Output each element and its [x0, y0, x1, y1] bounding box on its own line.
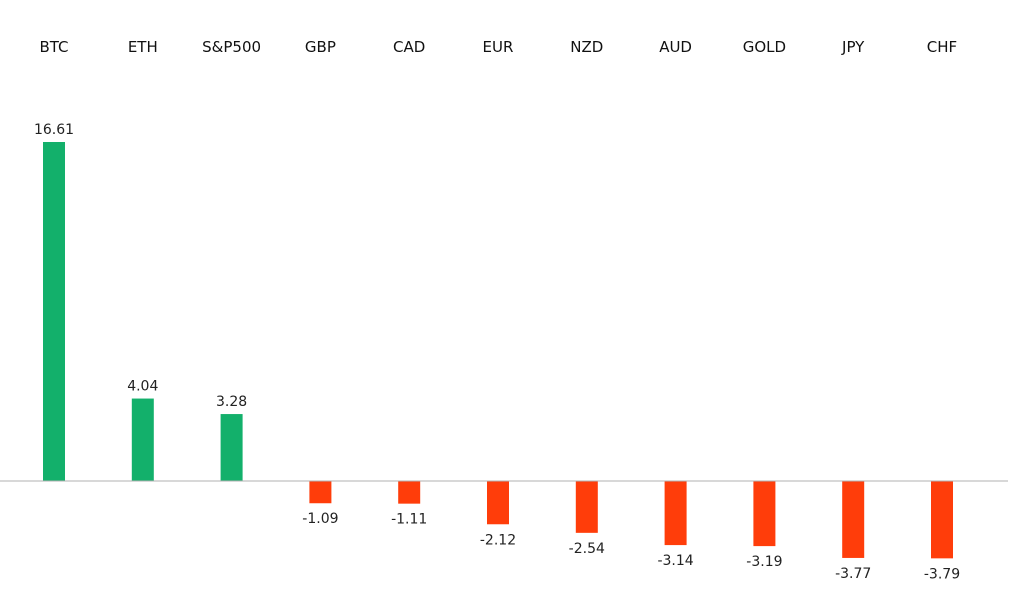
category-labels: BTC ETH S&P500 GBP CAD EUR NZD AUD GOLD JPY CHF	[39, 38, 957, 56]
value-label-btc: 16.61	[34, 122, 74, 138]
category-label-btc: BTC	[39, 38, 68, 56]
bar-btc	[43, 142, 65, 481]
value-label-aud: -3.14	[657, 553, 693, 569]
bar-cad	[398, 481, 421, 504]
value-label-jpy: -3.77	[835, 566, 871, 582]
bar-nzd	[575, 481, 598, 533]
category-label-eth: ETH	[128, 38, 158, 56]
category-label-eur: EUR	[483, 38, 514, 56]
value-label-cad: -1.11	[391, 512, 427, 528]
category-label-cad: CAD	[393, 38, 425, 56]
bar-gbp	[309, 481, 332, 504]
category-label-aud: AUD	[659, 38, 692, 56]
bar-aud	[664, 481, 687, 546]
value-label-gold: -3.19	[746, 554, 782, 570]
category-label-gbp: GBP	[305, 38, 336, 56]
category-label-jpy: JPY	[841, 38, 865, 56]
value-labels: 16.61 4.04 3.28 -1.09 -1.11 -2.12 -2.54 -3.14 -3…	[34, 122, 960, 582]
value-label-chf: -3.79	[924, 566, 960, 582]
bar-gold	[753, 481, 776, 547]
bars	[43, 142, 953, 559]
value-label-gbp: -1.09	[302, 511, 338, 527]
value-label-eur: -2.12	[480, 532, 516, 548]
category-label-chf: CHF	[927, 38, 957, 56]
value-label-eth: 4.04	[127, 379, 158, 395]
bar-eur	[487, 481, 509, 525]
value-label-s-p500: 3.28	[216, 394, 247, 410]
bar-jpy	[842, 481, 865, 558]
bar-s-p500	[220, 414, 243, 481]
bar-eth	[131, 398, 154, 481]
category-label-s-p500: S&P500	[202, 38, 261, 56]
bar-chf	[931, 481, 953, 559]
category-label-nzd: NZD	[570, 38, 603, 56]
category-label-gold: GOLD	[743, 38, 786, 56]
value-label-nzd: -2.54	[569, 541, 605, 557]
